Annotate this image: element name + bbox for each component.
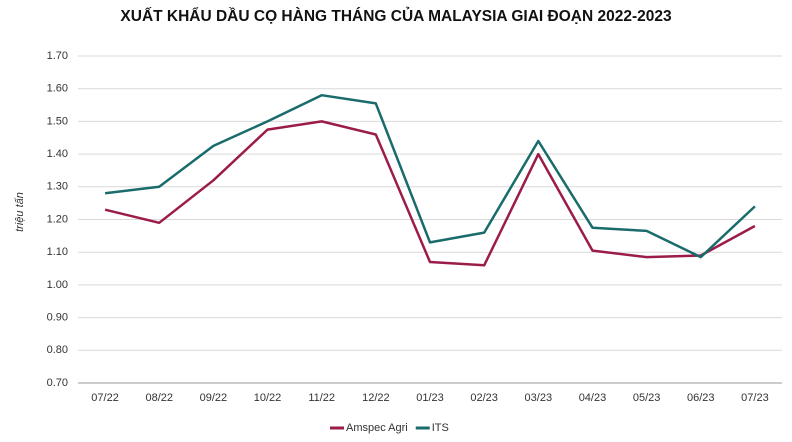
x-tick-label: 12/22 <box>362 392 390 404</box>
legend-label: Amspec Agri <box>346 422 408 434</box>
x-tick-label: 07/23 <box>741 392 769 404</box>
x-tick-label: 07/22 <box>91 392 119 404</box>
x-tick-label: 05/23 <box>633 392 661 404</box>
y-tick-label: 1.00 <box>47 279 68 291</box>
x-tick-label: 10/22 <box>254 392 282 404</box>
x-tick-label: 04/23 <box>579 392 607 404</box>
y-tick-label: 0.80 <box>47 344 68 356</box>
x-tick-label: 02/23 <box>470 392 498 404</box>
y-tick-label: 1.20 <box>47 213 68 225</box>
x-tick-label: 11/22 <box>308 392 335 404</box>
y-axis-label: triệu tấn <box>14 192 26 232</box>
y-tick-label: 1.30 <box>47 181 68 193</box>
y-tick-label: 1.40 <box>47 148 68 160</box>
y-tick-label: 1.50 <box>47 115 68 127</box>
x-tick-label: 01/23 <box>416 392 444 404</box>
y-tick-label: 1.70 <box>47 50 68 62</box>
x-tick-label: 06/23 <box>687 392 715 404</box>
x-tick-label: 03/23 <box>525 392 553 404</box>
legend-label: ITS <box>432 422 449 434</box>
y-tick-label: 1.10 <box>47 246 68 258</box>
y-tick-label: 0.70 <box>47 377 68 389</box>
series-line <box>104 120 756 267</box>
y-tick-label: 1.60 <box>47 83 68 95</box>
chart-title: XUẤT KHẨU DẦU CỌ HÀNG THÁNG CỦA MALAYSIA… <box>120 7 672 25</box>
y-tick-label: 0.90 <box>47 312 68 324</box>
x-tick-label: 08/22 <box>145 392 173 404</box>
series-line <box>104 93 756 259</box>
x-tick-label: 09/22 <box>200 392 228 404</box>
